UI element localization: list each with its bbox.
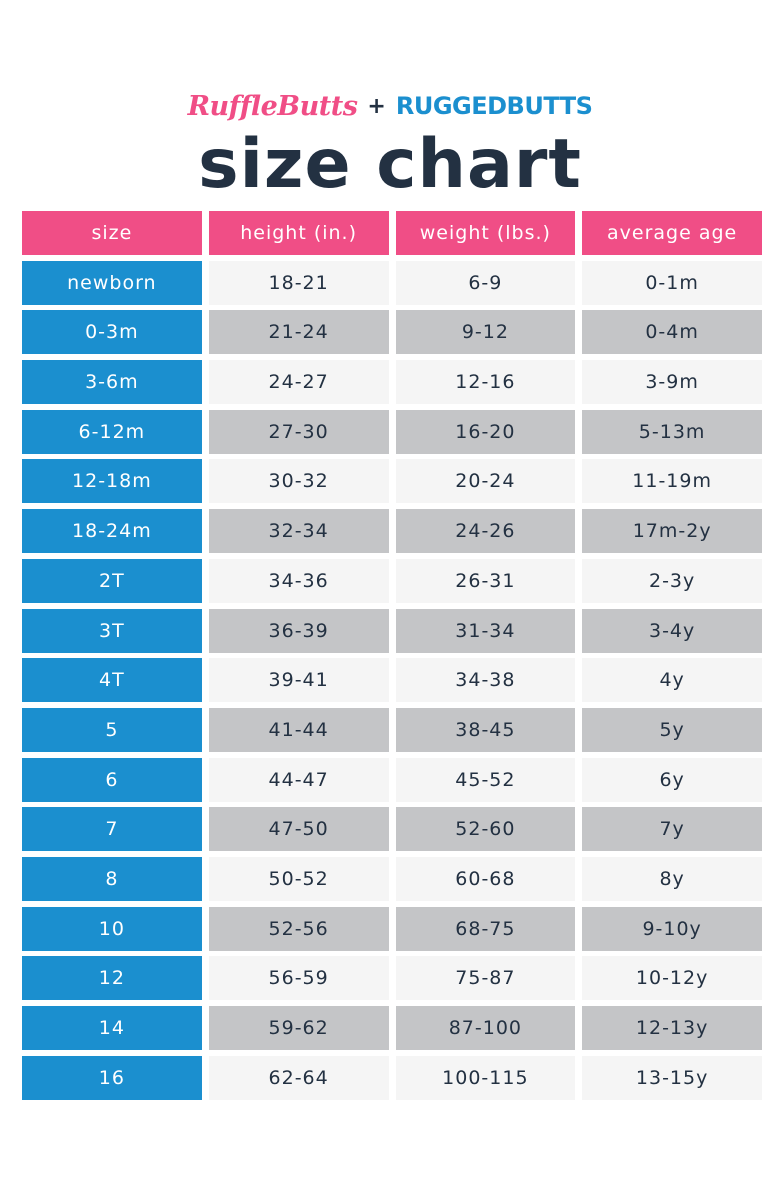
height-cell: 52-56 (208, 906, 389, 951)
weight-cell: 20-24 (395, 459, 576, 504)
size-chart-table: size height (in.) weight (lbs.) average … (22, 211, 762, 1105)
page-title: size chart (198, 125, 582, 204)
table-row: 3-6m 24-27 12-16 3-9m (22, 360, 762, 405)
size-cell: 16 (22, 1055, 202, 1100)
size-cell: 10 (22, 906, 202, 951)
age-cell: 17m-2y (582, 509, 762, 554)
age-cell: 0-1m (582, 260, 762, 305)
header-height: height (in.) (208, 211, 389, 255)
size-cell: 3-6m (22, 360, 202, 405)
table-row: 5 41-44 38-45 5y (22, 707, 762, 752)
weight-cell: 16-20 (395, 409, 576, 454)
weight-cell: 60-68 (395, 856, 576, 901)
height-cell: 44-47 (208, 757, 389, 802)
table-row: 3T 36-39 31-34 3-4y (22, 608, 762, 653)
height-cell: 24-27 (208, 360, 389, 405)
size-cell: 12-18m (22, 459, 202, 504)
age-cell: 12-13y (582, 1006, 762, 1050)
table-row: 0-3m 21-24 9-12 0-4m (22, 310, 762, 355)
height-cell: 62-64 (208, 1055, 389, 1100)
brand-logos: RuffleButts + RUGGEDBUTTS (0, 86, 780, 126)
age-cell: 3-9m (582, 360, 762, 405)
height-cell: 34-36 (208, 558, 389, 603)
table-header-row: size height (in.) weight (lbs.) average … (22, 211, 762, 255)
height-cell: 18-21 (208, 260, 389, 305)
height-cell: 56-59 (208, 956, 389, 1001)
height-cell: 30-32 (208, 459, 389, 504)
age-cell: 6y (582, 757, 762, 802)
age-cell: 5-13m (582, 409, 762, 454)
height-cell: 47-50 (208, 807, 389, 852)
weight-cell: 6-9 (395, 260, 576, 305)
age-cell: 10-12y (582, 956, 762, 1001)
header-average-age: average age (582, 211, 762, 255)
weight-cell: 24-26 (395, 509, 576, 554)
size-cell: 18-24m (22, 509, 202, 554)
size-cell: 14 (22, 1006, 202, 1050)
size-cell: newborn (22, 260, 202, 305)
age-cell: 9-10y (582, 906, 762, 951)
age-cell: 5y (582, 707, 762, 752)
header-weight: weight (lbs.) (395, 211, 576, 255)
ruggedbutts-logo: RUGGEDBUTTS (395, 92, 593, 120)
weight-cell: 34-38 (395, 658, 576, 703)
size-cell: 6-12m (22, 409, 202, 454)
table-row: 12-18m 30-32 20-24 11-19m (22, 459, 762, 504)
weight-cell: 38-45 (395, 707, 576, 752)
table-row: 14 59-62 87-100 12-13y (22, 1006, 762, 1050)
height-cell: 32-34 (208, 509, 389, 554)
rufflebutts-logo: RuffleButts (187, 90, 358, 122)
weight-cell: 31-34 (395, 608, 576, 653)
size-cell: 4T (22, 658, 202, 703)
weight-cell: 12-16 (395, 360, 576, 405)
table-row: 12 56-59 75-87 10-12y (22, 956, 762, 1001)
size-cell: 12 (22, 956, 202, 1001)
height-cell: 21-24 (208, 310, 389, 355)
weight-cell: 52-60 (395, 807, 576, 852)
table-row: 8 50-52 60-68 8y (22, 856, 762, 901)
header-size: size (22, 211, 202, 255)
weight-cell: 9-12 (395, 310, 576, 355)
age-cell: 8y (582, 856, 762, 901)
height-cell: 36-39 (208, 608, 389, 653)
table-row: 10 52-56 68-75 9-10y (22, 906, 762, 951)
table-row: 18-24m 32-34 24-26 17m-2y (22, 509, 762, 554)
weight-cell: 26-31 (395, 558, 576, 603)
weight-cell: 45-52 (395, 757, 576, 802)
height-cell: 59-62 (208, 1006, 389, 1050)
weight-cell: 75-87 (395, 956, 576, 1001)
size-cell: 6 (22, 757, 202, 802)
height-cell: 50-52 (208, 856, 389, 901)
size-cell: 5 (22, 707, 202, 752)
table-row: newborn 18-21 6-9 0-1m (22, 260, 762, 305)
age-cell: 7y (582, 807, 762, 852)
table-row: 6 44-47 45-52 6y (22, 757, 762, 802)
age-cell: 3-4y (582, 608, 762, 653)
size-cell: 2T (22, 558, 202, 603)
table-row: 6-12m 27-30 16-20 5-13m (22, 409, 762, 454)
height-cell: 41-44 (208, 707, 389, 752)
age-cell: 2-3y (582, 558, 762, 603)
weight-cell: 100-115 (395, 1055, 576, 1100)
size-cell: 8 (22, 856, 202, 901)
size-cell: 3T (22, 608, 202, 653)
table-row: 4T 39-41 34-38 4y (22, 658, 762, 703)
size-cell: 0-3m (22, 310, 202, 355)
age-cell: 13-15y (582, 1055, 762, 1100)
height-cell: 27-30 (208, 409, 389, 454)
weight-cell: 87-100 (395, 1006, 576, 1050)
table-row: 16 62-64 100-115 13-15y (22, 1055, 762, 1100)
logo-plus-sign: + (367, 93, 386, 119)
age-cell: 11-19m (582, 459, 762, 504)
age-cell: 0-4m (582, 310, 762, 355)
table-row: 2T 34-36 26-31 2-3y (22, 558, 762, 603)
weight-cell: 68-75 (395, 906, 576, 951)
table-row: 7 47-50 52-60 7y (22, 807, 762, 852)
height-cell: 39-41 (208, 658, 389, 703)
size-cell: 7 (22, 807, 202, 852)
age-cell: 4y (582, 658, 762, 703)
